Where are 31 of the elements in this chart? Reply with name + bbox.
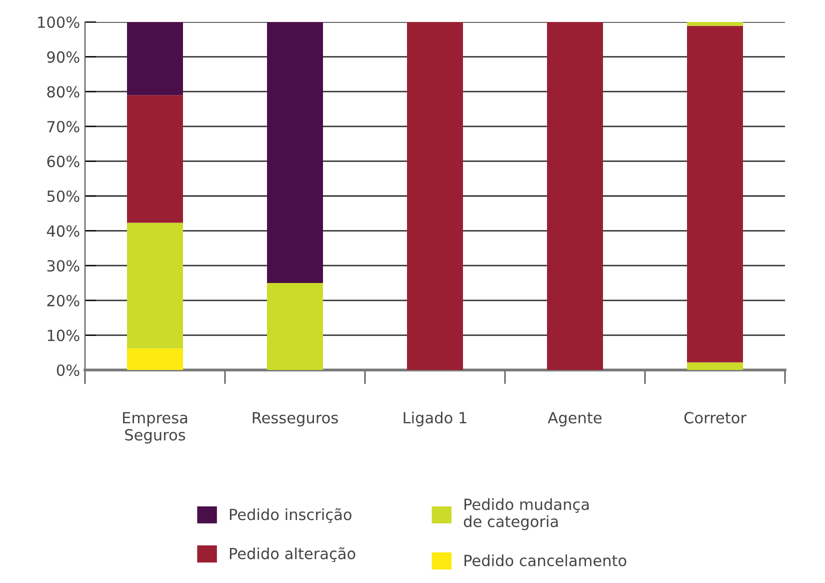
bar: [267, 283, 323, 370]
bar: [547, 22, 603, 370]
y-tick-label: 60%: [47, 156, 80, 168]
y-tick-label: 50%: [47, 190, 80, 202]
y-tick-label: 100%: [38, 16, 80, 28]
y-tick-label: 10%: [48, 330, 80, 342]
x-tick-label: Agente: [548, 412, 602, 426]
y-tick-label: 30%: [47, 260, 80, 272]
bar: [127, 22, 183, 96]
y-tick-label: 40%: [46, 225, 80, 237]
bar: [687, 26, 743, 362]
x-tick-label: Corretor: [684, 412, 746, 424]
y-tick-label: 0%: [56, 364, 80, 376]
y-tick-label: 80%: [47, 86, 80, 98]
y-tick-label: 20%: [47, 294, 80, 306]
y-tick-label: 70%: [47, 120, 80, 132]
x-tick-label: Ligado 1: [404, 412, 466, 426]
x-tick-label: Resseguros: [252, 412, 338, 426]
legend-label: Pedido mudança de categoria: [464, 498, 589, 530]
legend-label: Pedido alteração: [230, 547, 356, 562]
y-tick-label: 90%: [47, 51, 80, 63]
bar: [267, 22, 323, 283]
bar: [127, 95, 183, 223]
x-tick-label: Empresa Seguros: [123, 412, 188, 444]
bar: [687, 22, 743, 26]
bar: [127, 222, 183, 348]
bar: [407, 22, 463, 370]
legend-label: Pedido inscrição: [230, 508, 352, 523]
bar: [127, 348, 183, 370]
bar: [687, 362, 743, 370]
legend-label: Pedido cancelamento: [464, 554, 626, 566]
